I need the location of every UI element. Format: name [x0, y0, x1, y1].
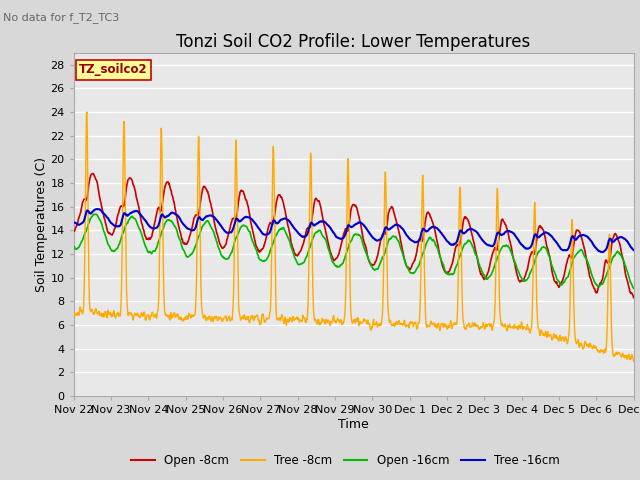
Text: TZ_soilco2: TZ_soilco2 — [79, 63, 148, 76]
Title: Tonzi Soil CO2 Profile: Lower Temperatures: Tonzi Soil CO2 Profile: Lower Temperatur… — [177, 33, 531, 51]
X-axis label: Time: Time — [338, 418, 369, 431]
Legend: Open -8cm, Tree -8cm, Open -16cm, Tree -16cm: Open -8cm, Tree -8cm, Open -16cm, Tree -… — [127, 449, 564, 472]
Y-axis label: Soil Temperatures (C): Soil Temperatures (C) — [35, 157, 47, 292]
Text: No data for f_T2_TC3: No data for f_T2_TC3 — [3, 12, 120, 23]
